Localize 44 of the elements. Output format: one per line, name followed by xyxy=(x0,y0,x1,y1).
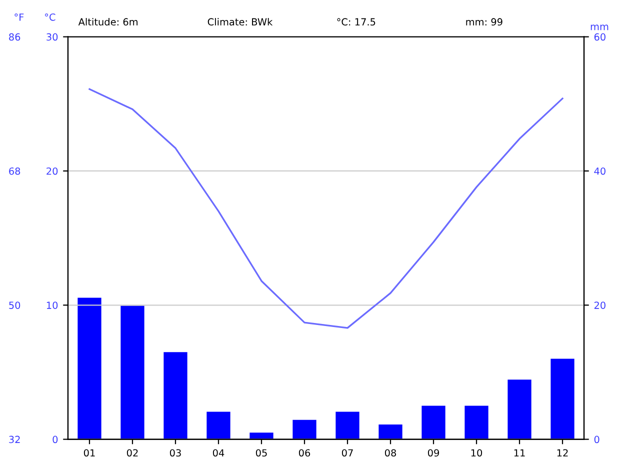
x-tick-label: 09 xyxy=(428,449,440,457)
bar xyxy=(508,380,532,440)
text: Altitude: 6m xyxy=(78,18,138,26)
x-tick-label: 05 xyxy=(256,449,267,457)
x-tick-label: 03 xyxy=(170,449,181,457)
y-tick-label: 0 xyxy=(52,436,58,444)
y2-tick-label: 60 xyxy=(594,33,606,41)
bar xyxy=(164,352,188,440)
bar xyxy=(206,412,230,440)
text: mm: 99 xyxy=(466,18,502,26)
x-tick-label: 10 xyxy=(471,449,482,457)
y3-tick-label: 32 xyxy=(9,436,20,444)
y-tick-label: 30 xyxy=(46,33,58,41)
x-tick-label: 02 xyxy=(126,449,138,457)
line-series xyxy=(88,88,564,329)
y2-tick-label: 20 xyxy=(594,302,606,309)
x-tick-label: 01 xyxy=(84,449,95,457)
bar xyxy=(550,358,574,440)
x-tick-label: 06 xyxy=(298,449,310,457)
bar xyxy=(336,412,360,440)
text: Climate: BWk xyxy=(208,18,273,26)
bar xyxy=(464,406,488,440)
bar xyxy=(120,306,144,440)
y3-tick-label: 86 xyxy=(9,33,20,41)
x-tick-label: 11 xyxy=(514,449,525,456)
bar xyxy=(78,298,102,440)
x-tick-label: 12 xyxy=(557,449,568,456)
y2-tick-label: 0 xyxy=(594,436,600,444)
x-tick-label: 07 xyxy=(342,449,353,457)
y3-tick-label: 50 xyxy=(9,302,20,309)
bar xyxy=(378,424,402,440)
x-tick-label: 04 xyxy=(212,449,224,457)
bar xyxy=(422,406,446,440)
y-tick-label: 10 xyxy=(46,302,58,309)
bar xyxy=(292,420,316,440)
y2-tick-label: 40 xyxy=(594,167,606,175)
bar xyxy=(250,432,274,440)
y-tick-label: 20 xyxy=(46,167,58,175)
text: °C: 17.5 xyxy=(337,18,376,26)
y3-tick-label: 68 xyxy=(9,167,20,175)
y3-axis-title: °F xyxy=(14,13,24,21)
x-tick-label: 08 xyxy=(384,449,396,457)
y-axis-title: °C xyxy=(45,13,56,21)
y2-axis-title: mm xyxy=(590,24,608,30)
